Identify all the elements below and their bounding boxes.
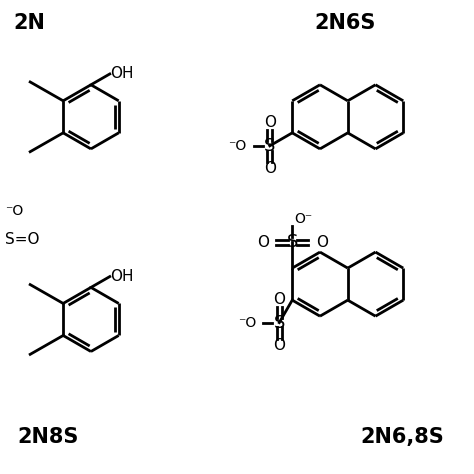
Text: O: O	[257, 235, 269, 250]
Text: O: O	[264, 115, 276, 130]
Text: OH: OH	[110, 66, 134, 81]
Text: ⁻O: ⁻O	[228, 139, 246, 153]
Text: S=O: S=O	[5, 232, 40, 247]
Text: O: O	[273, 292, 285, 307]
Text: O: O	[273, 338, 285, 353]
Text: 2N8S: 2N8S	[18, 427, 79, 447]
Text: O: O	[264, 162, 276, 176]
Text: S: S	[287, 233, 298, 251]
Text: 2N: 2N	[13, 13, 45, 33]
Text: 2N6,8S: 2N6,8S	[360, 427, 444, 447]
Text: O⁻: O⁻	[295, 212, 313, 226]
Text: S: S	[264, 137, 275, 155]
Text: O: O	[316, 235, 328, 250]
Text: S: S	[273, 314, 285, 332]
Text: ⁻O: ⁻O	[238, 316, 256, 329]
Text: ⁻O: ⁻O	[5, 204, 23, 218]
Text: 2N6S: 2N6S	[315, 13, 376, 33]
Text: OH: OH	[110, 269, 134, 283]
